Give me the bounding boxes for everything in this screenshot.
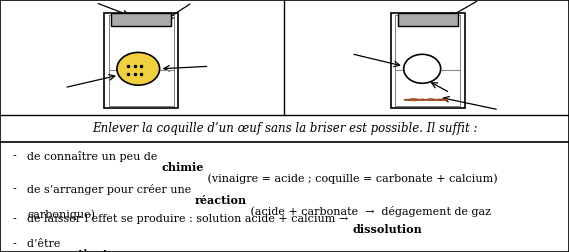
Text: dissolution: dissolution	[352, 224, 422, 235]
Text: -: -	[13, 184, 17, 194]
Text: patient: patient	[64, 249, 109, 252]
Ellipse shape	[409, 99, 419, 101]
Bar	[111, 13, 171, 26]
Ellipse shape	[403, 54, 440, 83]
Text: réaction: réaction	[195, 195, 247, 206]
Text: (acide + carbonate  →  dégagement de gaz: (acide + carbonate → dégagement de gaz	[247, 206, 491, 217]
Ellipse shape	[435, 99, 442, 101]
Text: -: -	[13, 151, 17, 161]
Ellipse shape	[426, 99, 435, 101]
Text: -: -	[13, 214, 17, 224]
Text: de s’arranger pour créer une: de s’arranger pour créer une	[27, 184, 195, 195]
Ellipse shape	[418, 99, 426, 101]
Text: chimie: chimie	[161, 162, 204, 173]
Bar	[109, 15, 174, 106]
Ellipse shape	[404, 99, 410, 100]
Bar	[391, 13, 465, 108]
Text: de connaître un peu de: de connaître un peu de	[27, 151, 161, 162]
Text: d’être: d’être	[27, 239, 64, 249]
Text: -: -	[13, 239, 17, 249]
Ellipse shape	[439, 99, 448, 101]
Ellipse shape	[117, 52, 159, 85]
Bar	[395, 15, 460, 106]
Bar	[104, 13, 178, 108]
Text: Enlever la coquille d’un œuf sans la briser est possible. Il suffit :: Enlever la coquille d’un œuf sans la bri…	[92, 122, 477, 135]
Text: carbonique): carbonique)	[27, 209, 96, 220]
Text: de laisser l’effet se produire : solution acide + calcium →: de laisser l’effet se produire : solutio…	[27, 214, 352, 224]
Bar	[398, 13, 458, 26]
Text: (vinaigre = acide ; coquille = carbonate + calcium): (vinaigre = acide ; coquille = carbonate…	[204, 173, 497, 184]
